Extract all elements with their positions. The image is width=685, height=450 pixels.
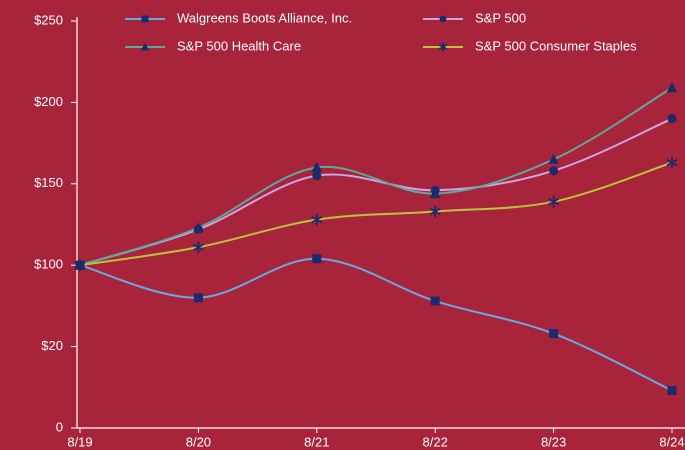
x-tick-label: 8/24 <box>659 434 684 449</box>
x-tick-label: 8/22 <box>423 434 448 449</box>
marker <box>74 259 86 272</box>
x-tick-label: 8/20 <box>186 434 211 449</box>
marker <box>312 254 322 264</box>
x-tick-label: 8/21 <box>304 434 329 449</box>
marker <box>193 293 203 303</box>
legend-label: S&P 500 Health Care <box>177 38 301 53</box>
x-tick-label: 8/23 <box>541 434 566 449</box>
y-tick-label: $250 <box>34 12 63 27</box>
series-line <box>79 117 673 267</box>
marker <box>439 15 447 23</box>
marker <box>666 156 678 169</box>
marker <box>312 171 322 181</box>
marker <box>193 222 204 233</box>
marker <box>667 114 677 124</box>
marker <box>667 386 677 396</box>
series-line <box>79 161 673 267</box>
y-tick-label: 0 <box>56 419 63 434</box>
legend-label: Walgreens Boots Alliance, Inc. <box>177 10 352 25</box>
series-line <box>79 86 673 267</box>
y-tick-label: $100 <box>34 257 63 272</box>
series-line <box>79 257 673 392</box>
marker <box>430 296 440 306</box>
y-tick-label: $20 <box>41 338 63 353</box>
marker <box>548 195 560 208</box>
marker <box>548 153 559 164</box>
marker <box>549 166 559 176</box>
y-tick-label: $150 <box>34 175 63 190</box>
marker <box>311 162 323 173</box>
marker <box>429 205 441 218</box>
marker <box>192 241 204 254</box>
marker <box>141 15 149 23</box>
x-tick-label: 8/19 <box>67 434 92 449</box>
marker <box>666 82 678 93</box>
marker <box>429 188 441 199</box>
marker <box>311 213 323 226</box>
y-tick-label: $200 <box>34 94 63 109</box>
marker <box>549 329 559 339</box>
legend-label: S&P 500 Consumer Staples <box>475 38 637 53</box>
marker <box>438 42 448 52</box>
legend-label: S&P 500 <box>475 10 526 25</box>
marker <box>140 42 150 51</box>
